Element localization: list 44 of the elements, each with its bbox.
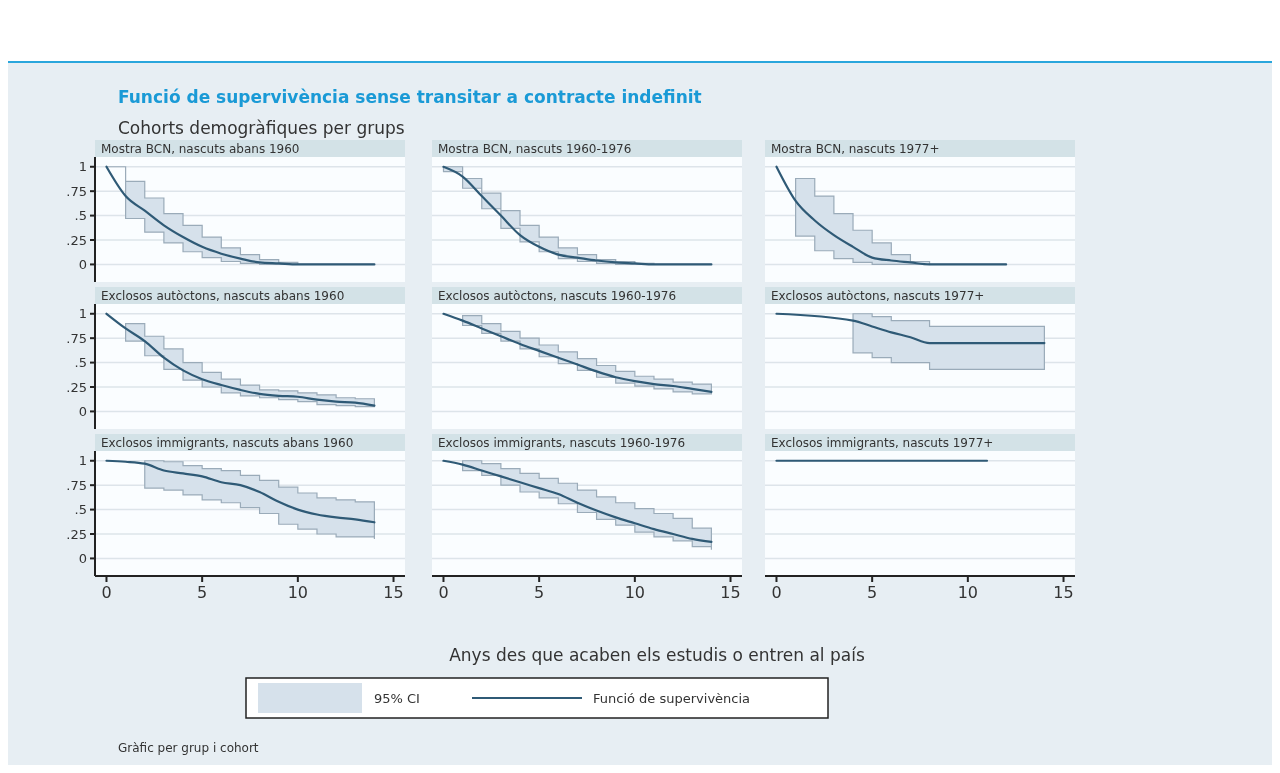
chart-title: Exclosos autòctons, nascuts abans 1960 [101,289,345,303]
x-tick-label: 0 [438,583,449,602]
chart-title: Exclosos immigrants, nascuts abans 1960 [101,436,354,450]
text: Cohorts demogràfiques per grups [118,118,405,138]
y-tick-label: 1 [78,453,87,469]
chart-title: Exclosos autòctons, nascuts 1960-1976 [438,289,677,303]
y-tick-label: .5 [74,208,87,224]
x-tick-label: 5 [197,583,208,602]
x-tick-label: 0 [101,583,112,602]
x-axis-title: Anys des que acaben els estudis o entren al país [449,645,865,665]
y-tick-label: 1 [78,159,87,175]
y-tick-label: .75 [66,183,87,199]
x-tick-label: 15 [720,583,741,602]
y-tick-label: .25 [66,379,87,395]
y-tick-label: .5 [74,355,87,371]
y-tick-label: .5 [74,502,87,518]
y-tick-label: .25 [66,526,87,542]
text: 95% CI [374,691,420,706]
y-tick-label: 0 [78,403,87,419]
chart-title: Exclosos autòctons, nascuts 1977+ [771,289,985,303]
y-tick-label: .75 [66,477,87,493]
x-tick-label: 5 [534,583,545,602]
y-tick-label: 1 [78,306,87,322]
y-tick-label: 0 [78,256,87,272]
x-tick-label: 10 [957,583,979,602]
text: Gràfic per grup i cohort [118,741,259,755]
chart-title: Mostra BCN, nascuts 1960-1976 [438,142,632,156]
text: Funció de supervivència sense transitar a contracte indefinit [118,87,702,107]
chart-title: Exclosos immigrants, nascuts 1977+ [771,436,994,450]
text: Funció de supervivència [593,691,751,706]
x-tick-label: 10 [287,583,309,602]
y-tick-label: 0 [78,550,87,566]
line-series [105,312,376,407]
x-tick-label: 10 [624,583,646,602]
line-series [105,459,376,524]
y-tick-label: .75 [66,330,87,346]
chart-title: Mostra BCN, nascuts 1977+ [771,142,940,156]
x-tick-label: 0 [771,583,782,602]
x-tick-label: 5 [867,583,878,602]
chart-title: Exclosos immigrants, nascuts 1960-1976 [438,436,686,450]
chart-title: Mostra BCN, nascuts abans 1960 [101,142,300,156]
x-tick-label: 15 [1053,583,1074,602]
y-tick-label: .25 [66,232,87,248]
x-tick-label: 15 [383,583,404,602]
